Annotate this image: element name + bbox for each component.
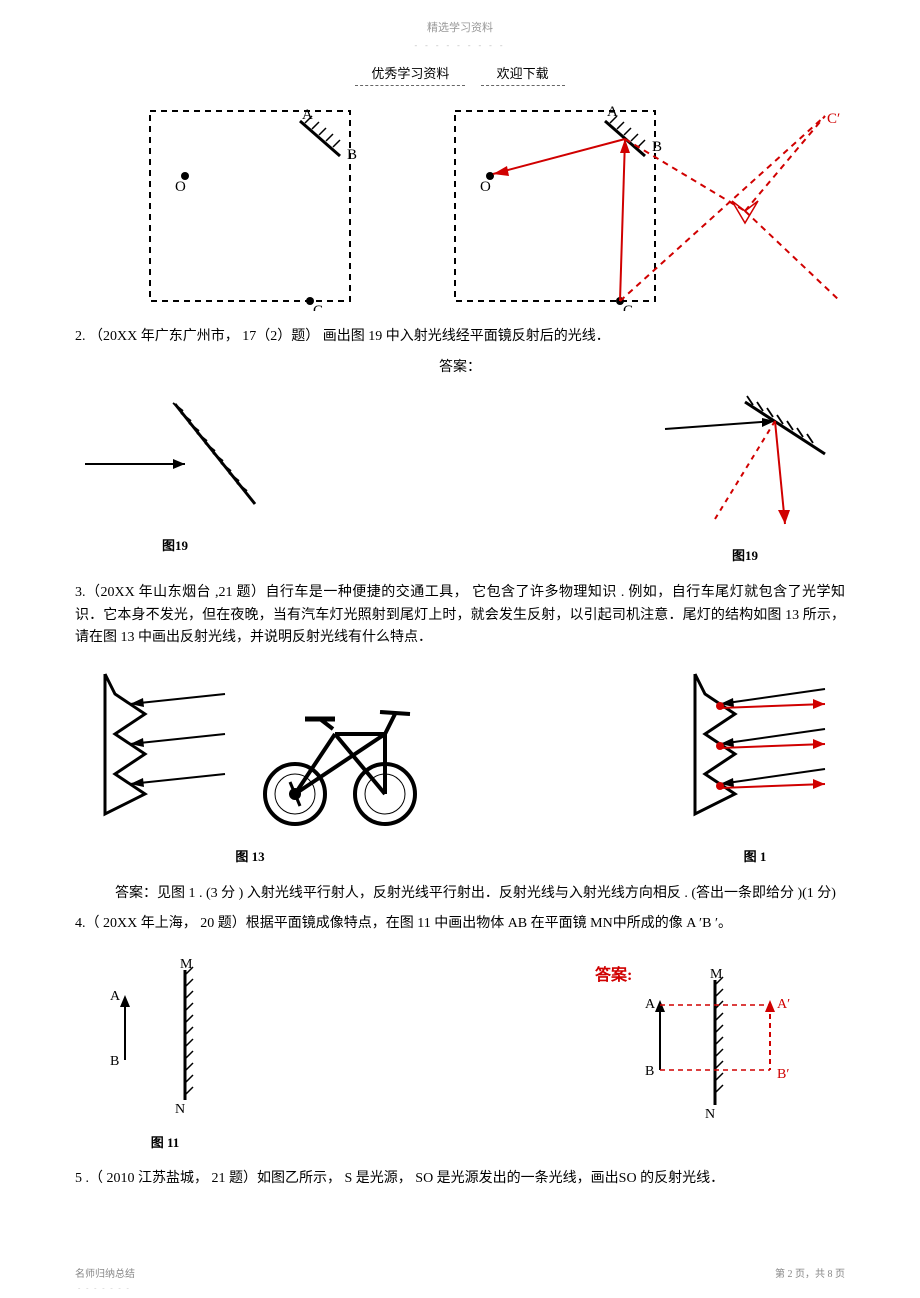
question-2: 2. （20XX 年广东广州市， 17（2）题） 画出图 19 中入射光线经平面… [75,326,845,348]
caption-fig11: 图 11 [75,1133,255,1154]
svg-text:B: B [347,147,357,163]
caption-fig13: 图 13 [75,847,425,868]
svg-text:N: N [175,1102,185,1117]
figure-row-4: M N A B 图 11 答案: M [75,950,845,1153]
header-sub-left: 优秀学习资料 [355,64,465,86]
answer-label-4: 答案: [595,965,632,984]
svg-text:C: C [313,303,323,311]
svg-text:A: A [645,997,656,1012]
header-sub: 优秀学习资料 欢迎下载 [75,64,845,86]
svg-text:A′: A′ [777,997,790,1012]
svg-text:B: B [645,1064,654,1079]
svg-text:O: O [175,179,186,195]
figure-q1-right: O A B C C′ [445,101,845,311]
figure-q4-right: 答案: M N A B A′ B′ [585,950,845,1153]
footer-dots: - - - - - - - [78,1283,131,1294]
svg-text:B: B [110,1054,119,1069]
caption-fig1: 图 1 [665,847,845,868]
figure-q3-left: 图 13 [75,664,425,867]
header-dots: - - - - - - - - - [75,40,845,53]
svg-text:B′: B′ [777,1067,789,1082]
svg-text:C′: C′ [827,111,840,127]
figure-row-2: 图19 图19 [75,394,845,567]
footer-left: 名师归纳总结 [75,1267,135,1283]
svg-text:O: O [480,179,491,195]
question-3: 3.（20XX 年山东烟台 ,21 题）自行车是一种便捷的交通工具， 它包含了许… [75,582,845,649]
figure-q2-right: 图19 [645,394,845,567]
figure-row-3: 图 13 图 1 [75,664,845,867]
figure-row-1: O A B C O A B C [75,101,845,311]
figure-q1-left: O A B C [75,101,425,311]
figure-q3-right: 图 1 [665,664,845,867]
answer-label-2: 答案： [75,357,845,379]
caption-fig19b: 图19 [645,546,845,567]
caption-fig19a: 图19 [75,536,275,557]
svg-text:C: C [623,303,633,311]
svg-text:N: N [705,1107,715,1120]
question-5: 5 .（ 2010 江苏盐城， 21 题）如图乙所示， S 是光源， SO 是光… [75,1168,845,1190]
page-footer: 名师归纳总结 第 2 页，共 8 页 [0,1267,920,1283]
svg-text:B: B [652,139,662,155]
svg-text:A: A [110,989,121,1004]
figure-q4-left: M N A B 图 11 [75,950,255,1153]
question-4: 4.（ 20XX 年上海， 20 题）根据平面镜成像特点，在图 11 中画出物体… [75,913,845,935]
header-sub-right: 欢迎下载 [481,64,565,86]
header-top: 精选学习资料 [75,20,845,38]
footer-right: 第 2 页，共 8 页 [775,1267,845,1283]
answer-3: 答案：见图 1 . (3 分 ) 入射光线平行射人，反射光线平行射出．反射光线与… [115,883,845,905]
figure-q2-left: 图19 [75,394,275,567]
